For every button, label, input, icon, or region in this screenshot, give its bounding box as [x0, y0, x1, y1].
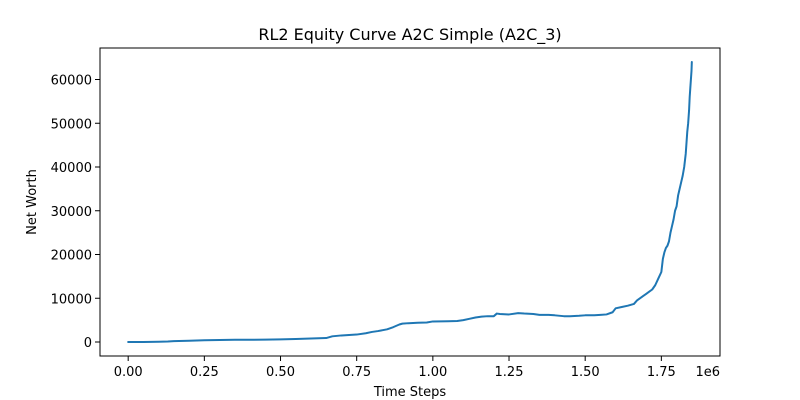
x-tick-label: 1.00 — [418, 365, 447, 380]
x-tick-label: 0.00 — [114, 365, 143, 380]
x-tick-label: 1.25 — [495, 365, 524, 380]
y-tick-label: 40000 — [51, 161, 92, 176]
y-tick-label: 30000 — [51, 205, 92, 220]
y-axis: 0 10000 20000 30000 40000 50000 60000 — [51, 74, 100, 351]
x-tick-label: 0.50 — [266, 365, 295, 380]
chart-title: RL2 Equity Curve A2C Simple (A2C_3) — [258, 25, 561, 45]
y-tick-label: 60000 — [51, 74, 92, 89]
x-tick-label: 0.25 — [190, 365, 219, 380]
x-tick-label: 0.75 — [342, 365, 371, 380]
plot-area — [127, 61, 693, 343]
x-tick-label: 1.50 — [571, 365, 600, 380]
y-axis-label: Net Worth — [25, 169, 40, 235]
y-tick-label: 20000 — [51, 249, 92, 264]
y-tick-label: 10000 — [51, 292, 92, 307]
axes-frame — [99, 47, 721, 357]
x-axis-label: Time Steps — [373, 385, 447, 400]
x-axis: 0.00 0.25 0.50 0.75 1.00 1.25 1.50 1.75 — [114, 356, 676, 380]
series-line-0 — [127, 61, 693, 343]
y-tick-label: 0 — [84, 336, 92, 351]
y-tick-label: 50000 — [51, 117, 92, 132]
x-tick-label: 1.75 — [647, 365, 676, 380]
x-axis-offset-label: 1e6 — [695, 365, 720, 380]
